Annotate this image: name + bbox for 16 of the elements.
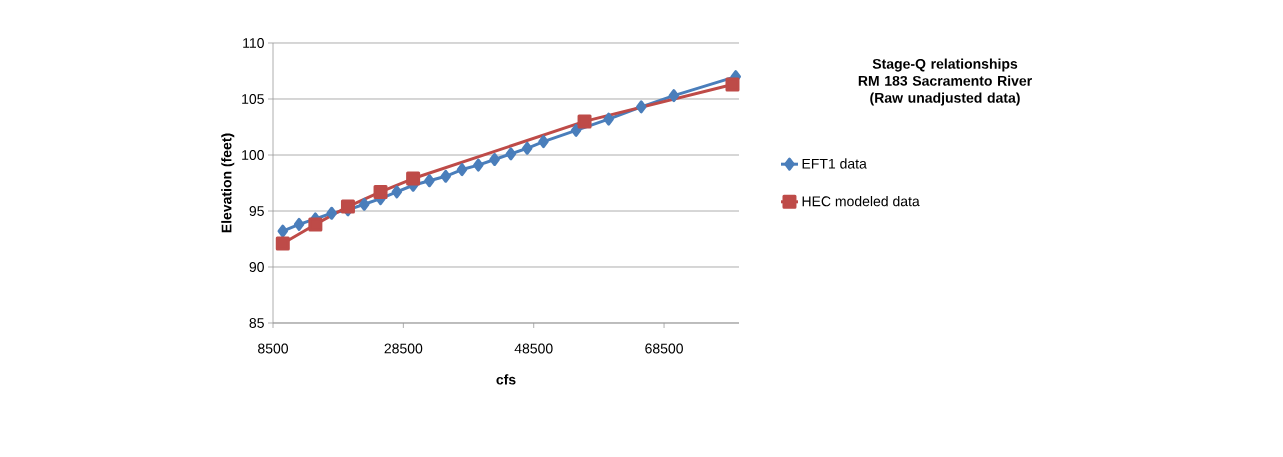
text: Stage-Q relationships	[872, 58, 1018, 72]
x-tick-label: 48500	[514, 343, 553, 354]
x-axis-title: cfs	[496, 374, 516, 385]
text: RM 183 Sacramento River (Raw unadjusted data)	[858, 75, 1032, 106]
y-tick-label: 90	[249, 262, 264, 272]
x-tick-label: 8500	[258, 343, 289, 354]
y-tick-label: 95	[249, 206, 264, 216]
legend-label: EFT1 data	[802, 158, 867, 169]
legend-label: HEC modeled data	[802, 195, 920, 207]
y-tick-label: 105	[242, 94, 264, 104]
x-tick-label: 28500	[384, 343, 423, 354]
x-tick-label: 68500	[645, 343, 683, 354]
y-tick-label: 85	[249, 318, 264, 328]
y-tick-label: 110	[243, 38, 264, 48]
y-tick-label: 100	[242, 150, 264, 160]
y-axis-title: Elevation (feet)	[221, 133, 235, 233]
